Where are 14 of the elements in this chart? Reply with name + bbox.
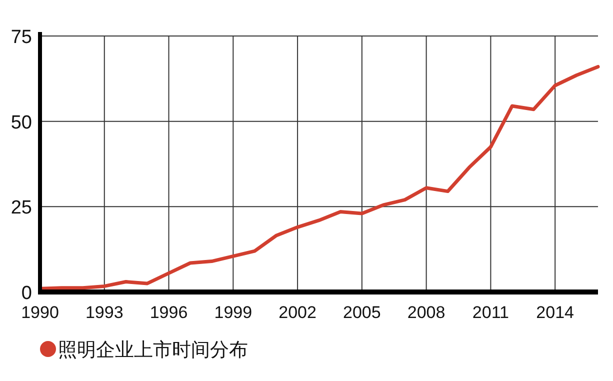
x-tick-label: 1996 (150, 303, 188, 322)
legend: 照明企业上市时间分布 (40, 340, 248, 361)
y-tick-label: 25 (10, 198, 32, 219)
x-tick-label: 2002 (278, 303, 316, 322)
y-tick-label: 75 (10, 27, 32, 48)
y-tick-label: 50 (10, 112, 32, 134)
x-tick-label: 1993 (85, 303, 124, 322)
x-tick-label: 2011 (472, 303, 509, 322)
y-tick-label: 0 (21, 283, 32, 304)
x-tick-label: 2008 (407, 303, 446, 322)
x-tick-label: 2005 (343, 303, 381, 322)
x-tick-label: 2014 (536, 303, 574, 322)
x-tick-label: 1990 (21, 303, 59, 322)
x-tick-label: 1999 (214, 303, 252, 322)
